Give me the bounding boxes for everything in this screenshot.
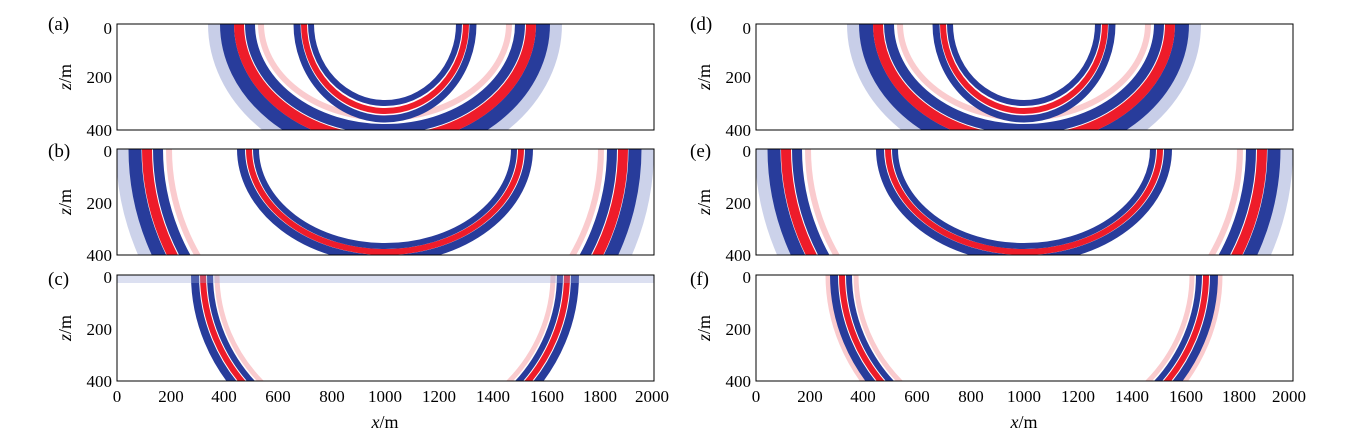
y-tick: 400 bbox=[87, 121, 113, 140]
panel-a-inner-pos-1 bbox=[301, 24, 469, 114]
y-axis-label: z/m bbox=[694, 189, 714, 216]
panel-f-frame bbox=[755, 274, 1294, 382]
x-tick: 1600 bbox=[530, 387, 564, 406]
x-tick: 1200 bbox=[422, 387, 456, 406]
panel-e-outer-halo bbox=[756, 149, 1293, 255]
y-tick: 200 bbox=[726, 68, 752, 87]
y-tick: 200 bbox=[726, 320, 752, 339]
panel-c-frame bbox=[116, 274, 655, 382]
panel-b-inner-pos bbox=[246, 149, 524, 255]
y-tick: 0 bbox=[743, 268, 752, 287]
y-axis-label: z/m bbox=[55, 315, 75, 342]
x-tick: 400 bbox=[850, 387, 876, 406]
panel-b-frame bbox=[116, 148, 655, 256]
panel-label-a: (a) bbox=[48, 14, 69, 35]
y-tick: 200 bbox=[87, 194, 113, 213]
y-tick: 400 bbox=[726, 246, 752, 265]
x-tick: 800 bbox=[958, 387, 984, 406]
y-ticks-right: 0 200 400 0 200 400 0 200 400 bbox=[726, 19, 752, 391]
panel-b-outer-halo bbox=[117, 149, 654, 255]
x-tick: 600 bbox=[904, 387, 930, 406]
y-tick: 0 bbox=[104, 142, 113, 161]
panel-d-inner-neg-1 bbox=[932, 24, 1116, 123]
y-axis-label: z/m bbox=[55, 189, 75, 216]
panel-b-inner-neg-2 bbox=[253, 149, 517, 249]
x-tick: 200 bbox=[797, 387, 823, 406]
x-ticks-right: 0 200 400 600 800 1000 1200 1400 1600 18… bbox=[752, 387, 1306, 406]
y-ticks-left: 0 200 400 0 200 400 0 200 400 bbox=[87, 19, 113, 391]
y-tick: 0 bbox=[743, 142, 752, 161]
y-tick: 200 bbox=[726, 194, 752, 213]
panel-c-surface-noise bbox=[117, 275, 654, 283]
y-tick: 0 bbox=[104, 268, 113, 287]
x-tick: 1600 bbox=[1169, 387, 1203, 406]
x-tick: 200 bbox=[158, 387, 184, 406]
panel-d bbox=[755, 23, 1294, 131]
panel-label-e: (e) bbox=[690, 141, 711, 162]
panel-a-wavefield bbox=[208, 24, 562, 130]
x-tick: 800 bbox=[319, 387, 345, 406]
panel-e-inner-neg-2 bbox=[892, 149, 1156, 249]
panel-c-wavefield bbox=[117, 275, 654, 381]
panel-c bbox=[116, 274, 655, 382]
y-tick: 400 bbox=[87, 246, 113, 265]
y-tick: 400 bbox=[87, 372, 113, 391]
panel-a-inner-neg-1 bbox=[293, 24, 477, 123]
panel-d-inner-pos-1 bbox=[940, 24, 1108, 114]
x-ticks-left: 0 200 400 600 800 1000 1200 1400 1600 18… bbox=[113, 387, 669, 406]
x-tick: 1200 bbox=[1061, 387, 1095, 406]
y-axis-label: z/m bbox=[694, 315, 714, 342]
panel-a bbox=[116, 23, 655, 131]
panel-b-wavefield bbox=[117, 149, 654, 255]
x-tick: 1800 bbox=[583, 387, 617, 406]
x-axis-label-left: x/m bbox=[370, 412, 398, 432]
panel-e-inner-pos bbox=[885, 149, 1163, 255]
panel-a-inner-neg-2 bbox=[308, 24, 462, 106]
y-axis-label: z/m bbox=[694, 64, 714, 91]
panel-label-d: (d) bbox=[690, 14, 712, 35]
x-tick: 1000 bbox=[368, 387, 402, 406]
y-tick: 200 bbox=[87, 320, 113, 339]
panel-a-frame bbox=[116, 23, 655, 131]
panel-label-c: (c) bbox=[48, 269, 69, 290]
x-tick: 2000 bbox=[635, 387, 669, 406]
x-tick: 600 bbox=[265, 387, 291, 406]
x-tick: 0 bbox=[752, 387, 761, 406]
x-axis-label-right: x/m bbox=[1009, 412, 1037, 432]
panel-label-b: (b) bbox=[48, 141, 70, 162]
panel-label-f: (f) bbox=[690, 269, 709, 290]
y-tick: 400 bbox=[726, 121, 752, 140]
y-tick: 200 bbox=[87, 68, 113, 87]
y-tick: 0 bbox=[743, 19, 752, 38]
panel-d-wavefield bbox=[847, 24, 1201, 130]
panel-f bbox=[755, 274, 1294, 382]
panel-e bbox=[755, 148, 1294, 256]
x-tick: 2000 bbox=[1272, 387, 1306, 406]
panel-e-wavefield bbox=[756, 149, 1293, 255]
panel-a-outer-neg-2 bbox=[245, 24, 525, 130]
panel-b bbox=[116, 148, 655, 256]
y-axis-label: z/m bbox=[55, 64, 75, 91]
panel-d-inner-neg-2 bbox=[947, 24, 1101, 106]
panel-e-frame bbox=[755, 148, 1294, 256]
panel-d-frame bbox=[755, 23, 1294, 131]
y-tick: 0 bbox=[104, 19, 113, 38]
x-tick: 400 bbox=[211, 387, 237, 406]
x-tick: 1400 bbox=[1115, 387, 1149, 406]
x-tick: 1800 bbox=[1222, 387, 1256, 406]
x-tick: 1000 bbox=[1007, 387, 1041, 406]
y-tick: 400 bbox=[726, 372, 752, 391]
x-tick: 0 bbox=[113, 387, 122, 406]
x-tick: 1400 bbox=[476, 387, 510, 406]
panel-d-outer-neg-2 bbox=[884, 24, 1164, 130]
